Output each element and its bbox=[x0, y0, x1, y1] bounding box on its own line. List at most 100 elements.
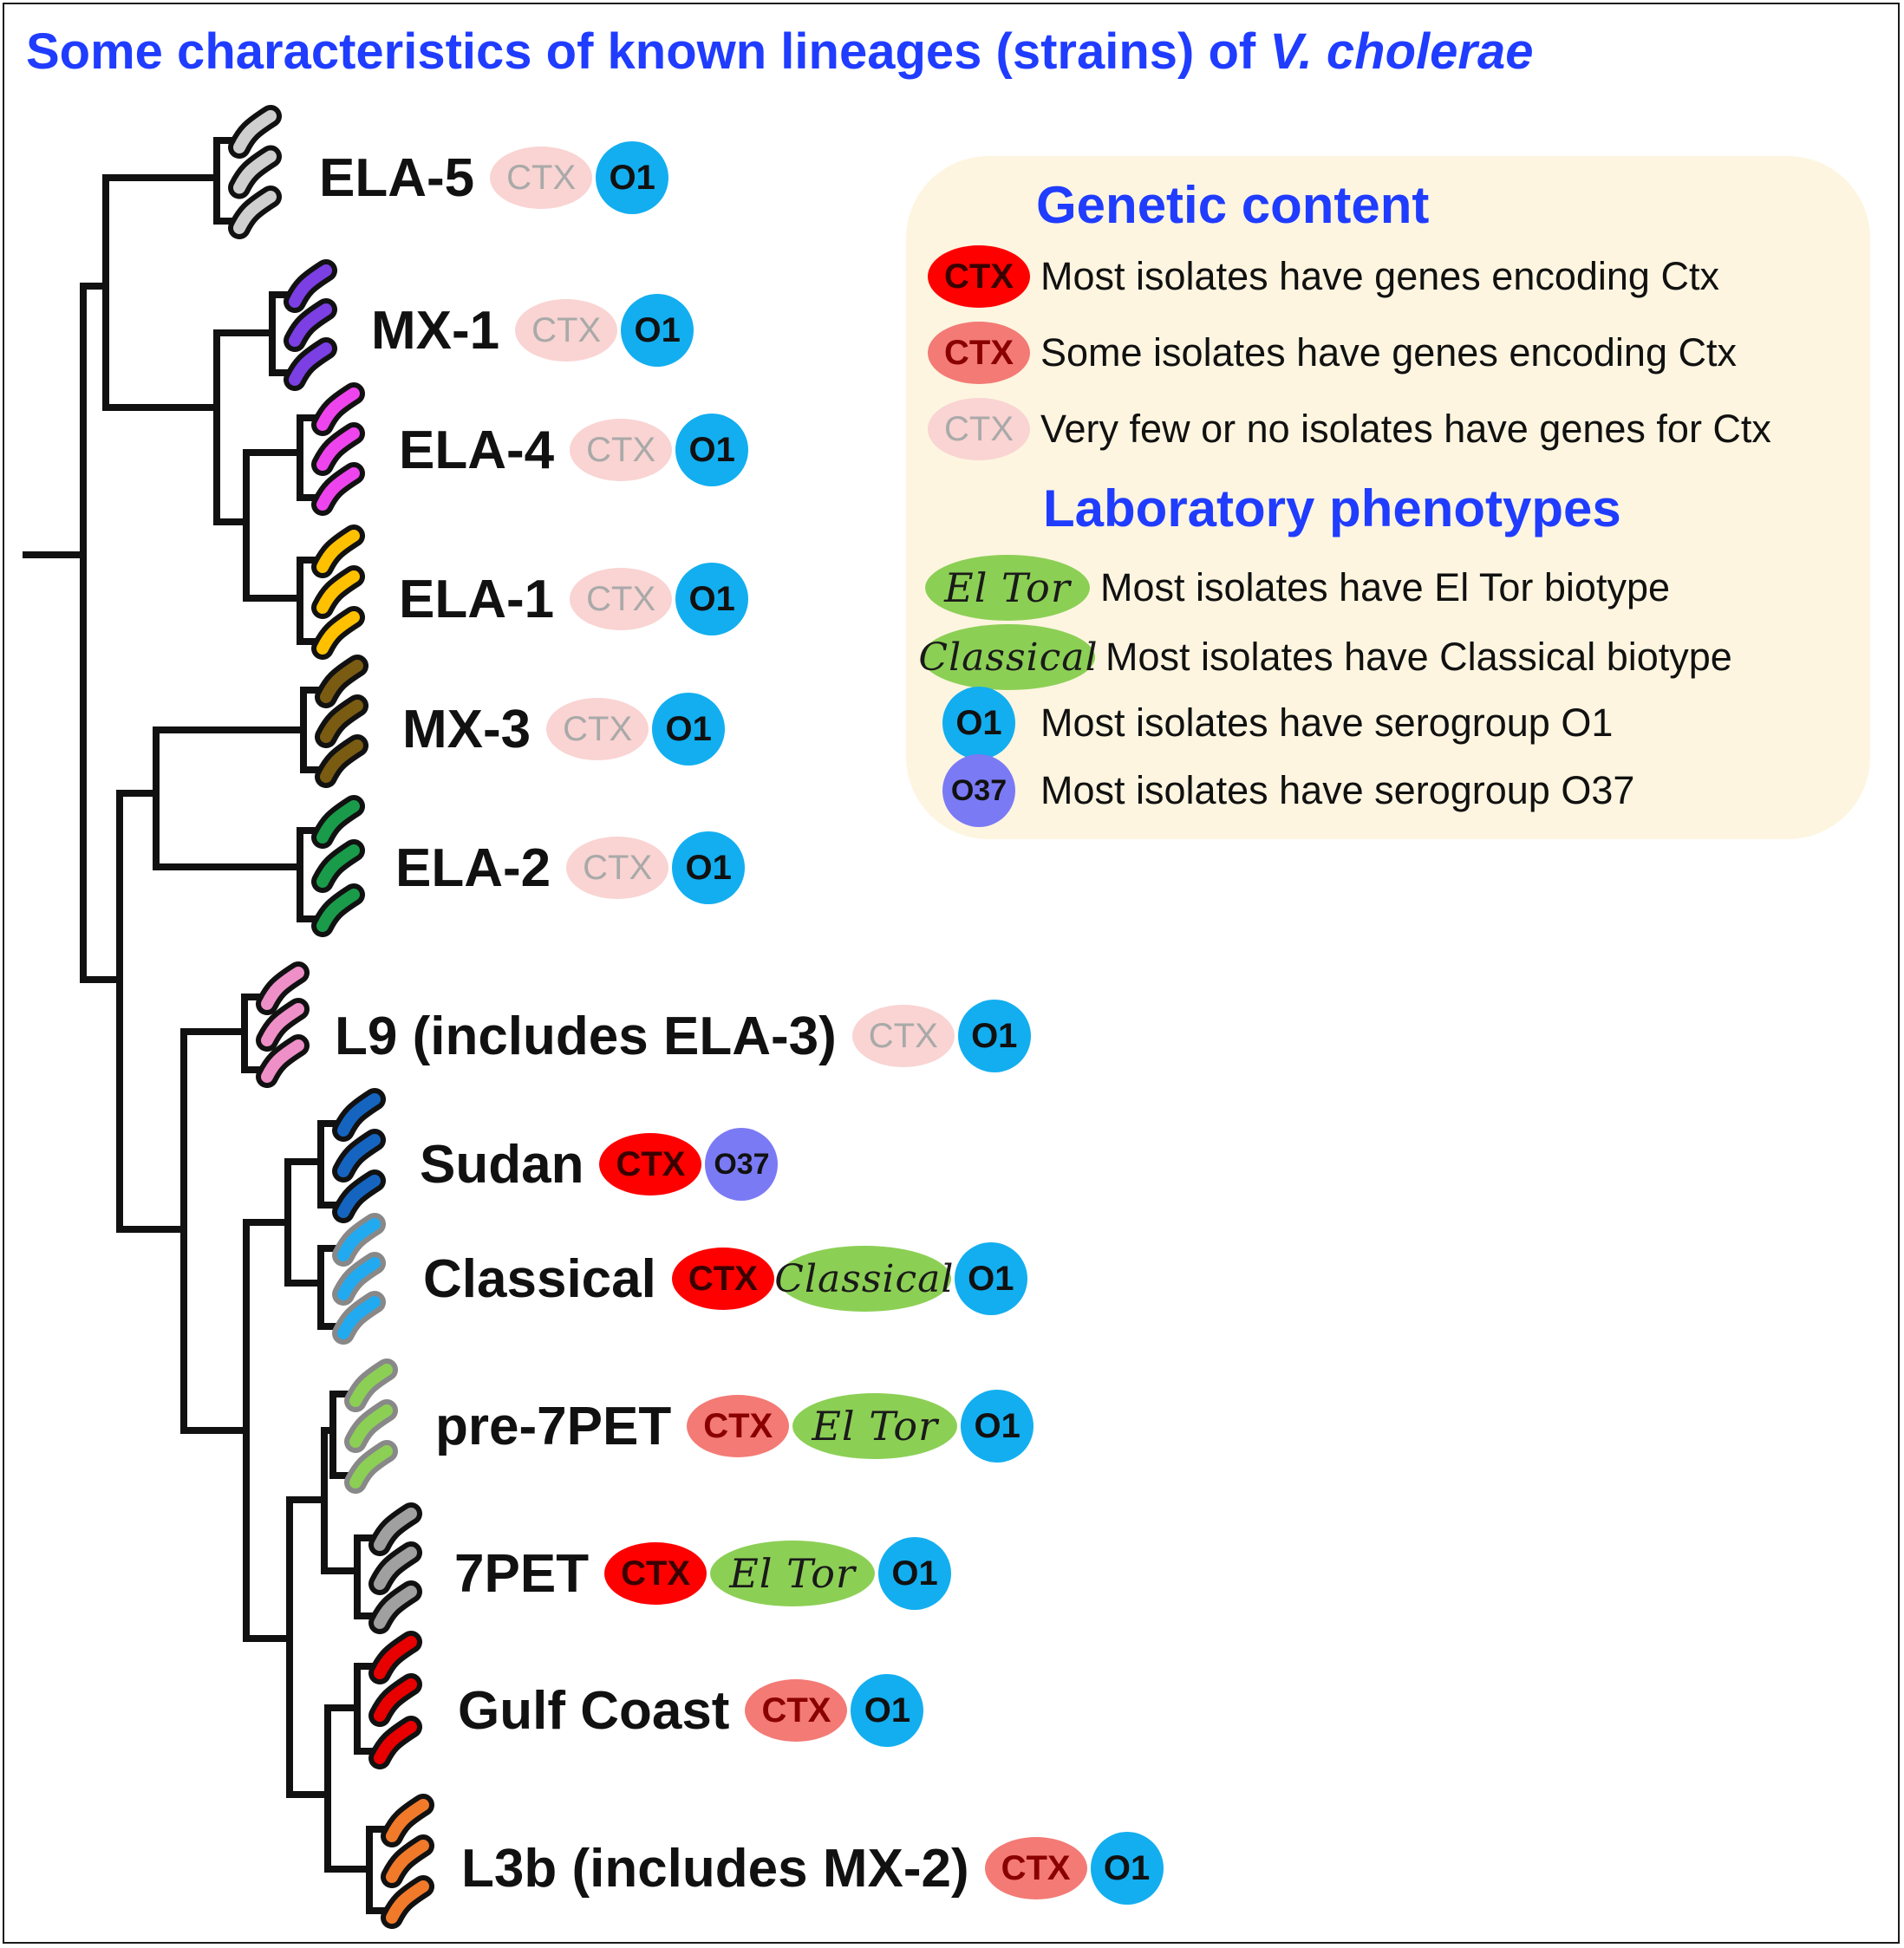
legend-panel: Genetic content CTX Most isolates have g… bbox=[906, 156, 1870, 839]
lineage-row-ela5: ELA-5 CTX O1 bbox=[319, 139, 669, 217]
lineage-name: 7PET bbox=[454, 1543, 590, 1604]
bacterium-cell-icon bbox=[316, 530, 360, 573]
ctx-some-badge: CTX bbox=[745, 1679, 848, 1742]
ctx-few-badge: CTX bbox=[570, 568, 673, 630]
lineage-row-7pet: 7PET CTX El Tor O1 bbox=[454, 1534, 952, 1612]
lineage-row-ela2: ELA-2 CTX O1 bbox=[395, 829, 746, 907]
o1-badge: O1 bbox=[961, 1390, 1034, 1463]
o1-badge: O1 bbox=[957, 1000, 1031, 1072]
legend-text: Most isolates have serogroup O37 bbox=[1040, 768, 1635, 812]
legend-item-ctx-few: CTX Very few or no isolates have genes f… bbox=[928, 398, 1771, 460]
legend-heading-genetic: Genetic content bbox=[1036, 176, 1430, 234]
bacterium-cell-icon bbox=[374, 1586, 417, 1629]
lineage-badges: CTX O1 bbox=[570, 414, 749, 486]
o1-badge: O1 bbox=[942, 687, 1015, 759]
ctx-few-badge: CTX bbox=[515, 299, 618, 362]
lineage-name: Sudan bbox=[420, 1134, 584, 1195]
lineage-row-mx1: MX-1 CTX O1 bbox=[371, 291, 694, 369]
lineage-row-pre7pet: pre-7PET CTX El Tor O1 bbox=[435, 1387, 1034, 1465]
lineage-row-mx3: MX-3 CTX O1 bbox=[402, 690, 726, 768]
o1-badge: O1 bbox=[675, 563, 749, 635]
bacterium-cell-icon bbox=[337, 1134, 381, 1177]
title-species: V. cholerae bbox=[1269, 23, 1534, 80]
bacterium-cell-icon bbox=[374, 1547, 417, 1590]
lineage-name: Gulf Coast bbox=[458, 1680, 730, 1741]
bacterium-cell-icon bbox=[289, 342, 332, 386]
lineage-badges: CTX O1 bbox=[570, 563, 749, 635]
bacterium-cell-icon bbox=[337, 1093, 381, 1137]
lineage-row-classical: Classical CTX Classical O1 bbox=[423, 1240, 1027, 1318]
legend-text: Most isolates have serogroup O1 bbox=[1040, 700, 1614, 745]
ctx-few-badge: CTX bbox=[851, 1005, 955, 1067]
ctx-some-badge: CTX bbox=[928, 322, 1030, 384]
ctx-some-badge: CTX bbox=[984, 1837, 1087, 1899]
bacterium-cell-icon bbox=[316, 427, 360, 471]
legend-text: Most isolates have El Tor biotype bbox=[1100, 565, 1671, 609]
bacterium-cell-icon bbox=[233, 191, 277, 234]
lineage-name: ELA-5 bbox=[319, 147, 475, 208]
ctx-some-badge: CTX bbox=[687, 1395, 790, 1457]
bacterium-cell-icon bbox=[337, 1257, 381, 1300]
ctx-few-badge: CTX bbox=[490, 147, 593, 209]
lineage-name: MX-1 bbox=[371, 300, 500, 361]
lineage-row-ela1: ELA-1 CTX O1 bbox=[399, 560, 749, 638]
bacterium-cell-icon bbox=[374, 1508, 417, 1551]
legend-item-o37: O37 Most isolates have serogroup O37 bbox=[928, 754, 1634, 827]
lineage-name: L9 (includes ELA-3) bbox=[335, 1006, 837, 1066]
lineage-badges: CTX O1 bbox=[515, 294, 694, 367]
legend-item-eltor: El Tor Most isolates have El Tor biotype bbox=[925, 555, 1670, 621]
lineage-name: L3b (includes MX-2) bbox=[461, 1838, 969, 1899]
lineage-badges: CTX O1 bbox=[566, 831, 746, 904]
bacterium-cell-icon bbox=[349, 1404, 393, 1448]
lineage-badges: CTX O37 bbox=[599, 1128, 779, 1201]
bacterium-cell-icon bbox=[320, 739, 363, 783]
bacterium-cell-icon bbox=[289, 303, 332, 347]
ctx-most-badge: CTX bbox=[671, 1248, 774, 1310]
bacterium-cell-icon bbox=[316, 611, 360, 655]
bacterium-cell-icon bbox=[386, 1799, 429, 1842]
o1-badge: O1 bbox=[954, 1242, 1027, 1315]
ctx-most-badge: CTX bbox=[604, 1542, 707, 1605]
bacterium-cell-icon bbox=[349, 1364, 393, 1407]
o1-badge: O1 bbox=[675, 414, 749, 486]
bacterium-cell-icon bbox=[374, 1721, 417, 1764]
o1-badge: O1 bbox=[596, 141, 669, 214]
ctx-few-badge: CTX bbox=[928, 398, 1030, 460]
ctx-most-badge: CTX bbox=[599, 1133, 702, 1196]
ctx-few-badge: CTX bbox=[570, 419, 673, 481]
bacterium-cell-icon bbox=[374, 1636, 417, 1679]
legend-text: Most isolates have genes encoding Ctx bbox=[1040, 254, 1719, 298]
bacterium-cell-icon bbox=[349, 1445, 393, 1489]
bacterium-cell-icon bbox=[374, 1678, 417, 1722]
page-title: Some characteristics of known lineages (… bbox=[26, 23, 1533, 81]
o37-badge: O37 bbox=[705, 1128, 779, 1201]
lineage-badges: CTX O1 bbox=[490, 141, 669, 214]
o1-badge: O1 bbox=[672, 831, 746, 904]
lineage-row-sudan: Sudan CTX O37 bbox=[420, 1125, 779, 1203]
bacterium-cell-icon bbox=[337, 1218, 381, 1261]
bacterium-cell-icon bbox=[316, 844, 360, 888]
lineage-badges: CTX El Tor O1 bbox=[687, 1390, 1034, 1463]
bacterium-cell-icon bbox=[289, 264, 332, 308]
ctx-few-badge: CTX bbox=[566, 837, 669, 899]
lineage-badges: CTX El Tor O1 bbox=[604, 1537, 952, 1610]
lineage-name: ELA-2 bbox=[395, 837, 551, 898]
ctx-few-badge: CTX bbox=[546, 698, 649, 760]
lineage-row-l3b: L3b (includes MX-2) CTX O1 bbox=[461, 1829, 1164, 1907]
bacterium-cell-icon bbox=[386, 1880, 429, 1924]
legend-item-ctx-some: CTX Some isolates have genes encoding Ct… bbox=[928, 322, 1737, 384]
legend-text: Very few or no isolates have genes for C… bbox=[1040, 407, 1771, 451]
lineage-badges: CTX O1 bbox=[851, 1000, 1031, 1072]
bacterium-cell-icon bbox=[316, 388, 360, 431]
lineage-name: ELA-1 bbox=[399, 569, 555, 629]
bacterium-cell-icon bbox=[261, 1003, 304, 1046]
classical-badge: Classical bbox=[774, 1246, 953, 1312]
o1-badge: O1 bbox=[851, 1674, 924, 1747]
lineage-badges: CTX Classical O1 bbox=[671, 1242, 1027, 1315]
legend-heading-phenotypes: Laboratory phenotypes bbox=[1043, 479, 1621, 537]
classical-badge: Classical bbox=[918, 624, 1098, 690]
legend-item-o1: O1 Most isolates have serogroup O1 bbox=[928, 687, 1613, 759]
bacterium-cell-icon bbox=[261, 967, 304, 1010]
lineage-name: ELA-4 bbox=[399, 420, 555, 480]
lineage-name: Classical bbox=[423, 1248, 656, 1309]
